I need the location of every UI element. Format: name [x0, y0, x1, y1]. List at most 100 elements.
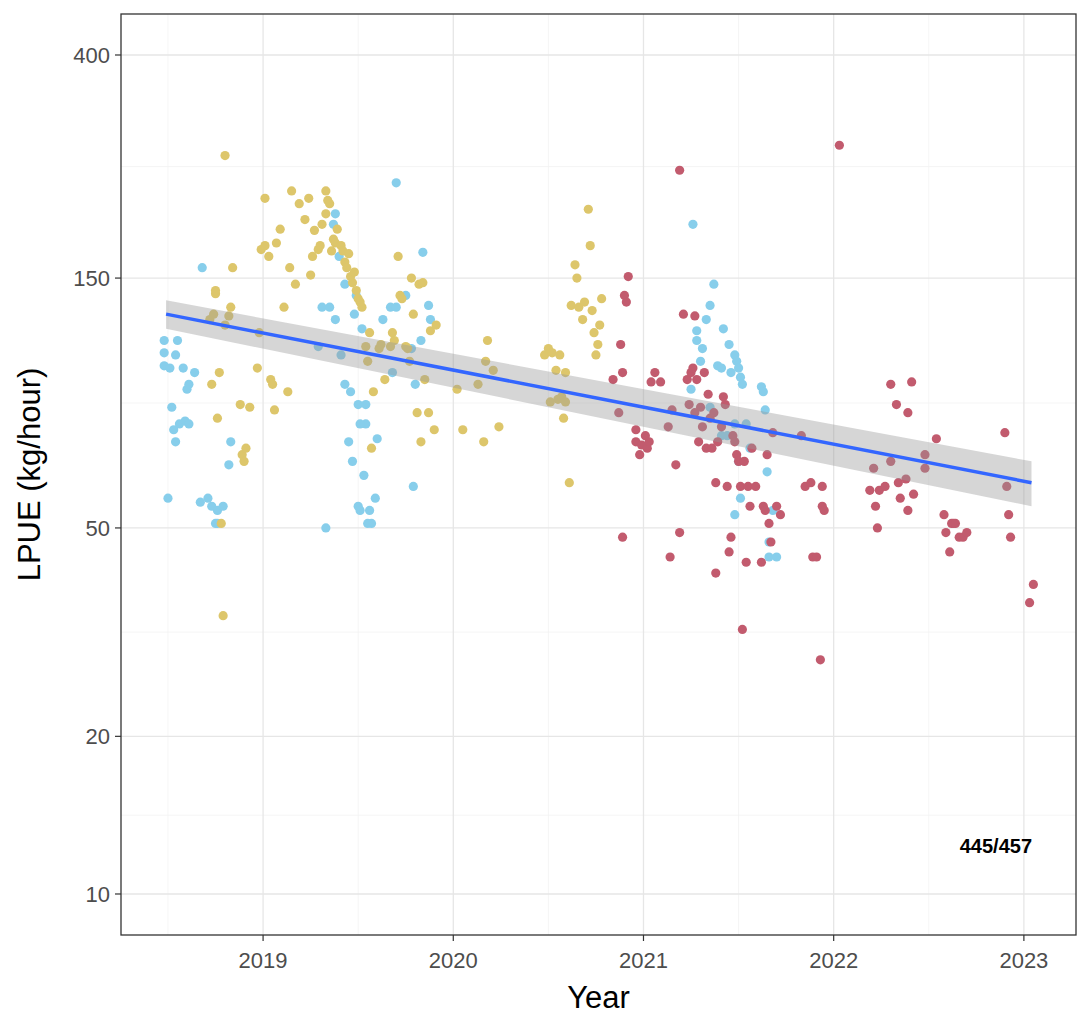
point: [719, 324, 728, 333]
point: [327, 246, 336, 255]
point: [283, 387, 292, 396]
point: [424, 301, 433, 310]
point: [160, 348, 169, 357]
point: [317, 220, 326, 229]
point: [724, 547, 733, 556]
point: [586, 241, 595, 250]
point: [745, 502, 754, 511]
point: [763, 467, 772, 476]
minor-grid-x: [167, 14, 168, 935]
point: [346, 387, 355, 396]
plot-frame: [121, 14, 1076, 935]
point: [331, 315, 340, 324]
plot-background: [121, 14, 1076, 935]
grid-x: [643, 14, 644, 935]
point: [565, 478, 574, 487]
data: [160, 141, 1038, 665]
tick-label-y: 400: [73, 43, 110, 68]
point: [907, 377, 916, 386]
point: [220, 151, 229, 160]
point: [304, 194, 313, 203]
grid-y: [121, 527, 1076, 528]
point: [291, 280, 300, 289]
point: [616, 340, 625, 349]
point: [276, 225, 285, 234]
tick-x: [262, 935, 263, 941]
point: [692, 375, 701, 384]
point: [287, 186, 296, 195]
point: [333, 225, 342, 234]
point: [413, 408, 422, 417]
point: [688, 363, 697, 372]
point: [700, 368, 709, 377]
point: [679, 310, 688, 319]
point: [348, 278, 357, 287]
point: [730, 510, 739, 519]
tick-y: [115, 527, 121, 528]
point: [418, 278, 427, 287]
grid-x: [262, 14, 263, 935]
point: [409, 482, 418, 491]
annotation: 445/457: [960, 835, 1032, 857]
point: [909, 490, 918, 499]
point: [179, 363, 188, 372]
tick-y: [115, 54, 121, 55]
point: [344, 249, 353, 258]
point: [766, 537, 775, 546]
point: [597, 294, 606, 303]
point: [272, 238, 281, 247]
point: [835, 141, 844, 150]
point: [285, 263, 294, 272]
point: [352, 286, 361, 295]
tick-x: [833, 935, 834, 941]
point: [591, 350, 600, 359]
point: [295, 199, 304, 208]
point: [424, 408, 433, 417]
point: [321, 523, 330, 532]
point: [806, 478, 815, 487]
point: [886, 380, 895, 389]
point: [325, 303, 334, 312]
point: [656, 377, 665, 386]
x-axis-title: Year: [567, 980, 630, 1015]
point: [365, 506, 374, 515]
point: [1025, 598, 1034, 607]
point: [260, 241, 269, 250]
tick-x: [643, 935, 644, 941]
point: [635, 450, 644, 459]
point: [903, 506, 912, 515]
point: [245, 403, 254, 412]
point: [167, 403, 176, 412]
point: [397, 294, 406, 303]
grid-y: [121, 277, 1076, 278]
point: [686, 385, 695, 394]
point: [726, 533, 735, 542]
point: [618, 368, 627, 377]
point: [171, 350, 180, 359]
point: [363, 519, 372, 528]
point: [580, 297, 589, 306]
point: [1029, 580, 1038, 589]
trend-line: [166, 314, 1031, 483]
point: [171, 437, 180, 446]
tick-label-x: 2019: [239, 948, 288, 973]
point: [645, 437, 654, 446]
point: [215, 368, 224, 377]
point: [350, 267, 359, 276]
point: [184, 419, 193, 428]
point: [764, 552, 773, 561]
point: [219, 611, 228, 620]
point: [239, 457, 248, 466]
point: [738, 380, 747, 389]
tick-y: [115, 277, 121, 278]
point: [818, 482, 827, 491]
point: [761, 506, 770, 515]
point: [709, 280, 718, 289]
point: [494, 422, 503, 431]
axes: 20192020202120222023102050150400: [73, 43, 1048, 973]
point: [270, 405, 279, 414]
point: [350, 310, 359, 319]
minor-grid-x: [358, 14, 359, 935]
point: [432, 320, 441, 329]
point: [738, 625, 747, 634]
